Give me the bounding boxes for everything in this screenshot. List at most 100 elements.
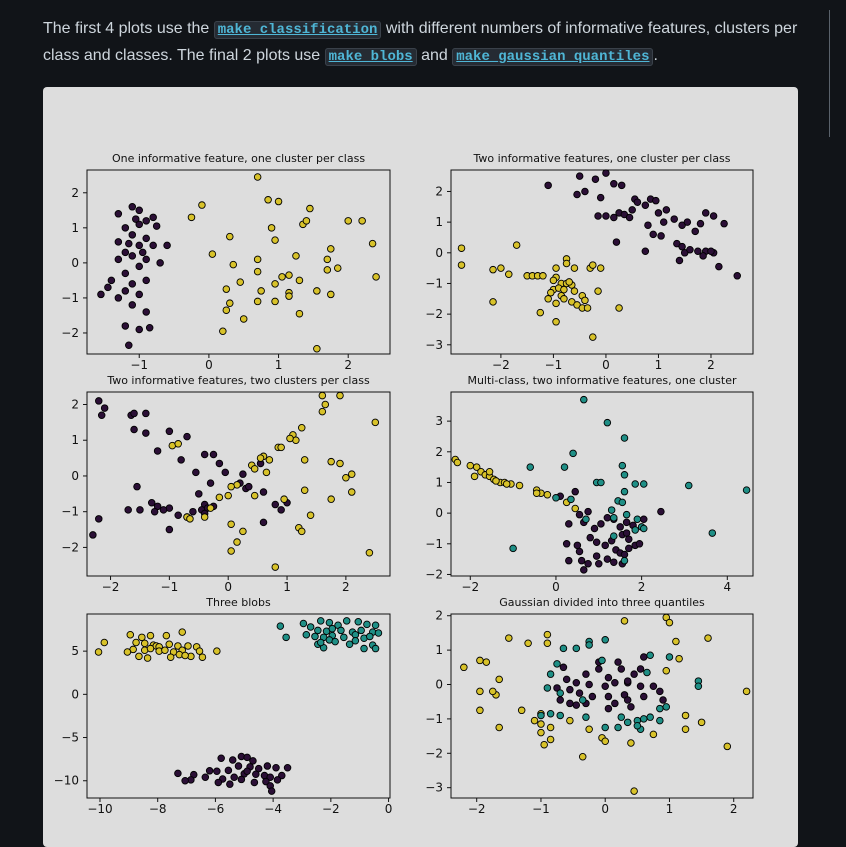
- data-point-class-1: [336, 459, 344, 468]
- data-point-class-1: [485, 467, 494, 476]
- data-point-class-2: [620, 556, 629, 565]
- data-point-class-2: [618, 461, 627, 470]
- data-point-class-0: [577, 556, 586, 565]
- data-point-class-1: [672, 637, 680, 646]
- data-point-class-2: [597, 478, 605, 487]
- data-point-class-0: [142, 217, 150, 225]
- y-tick-label: −1: [425, 712, 443, 726]
- data-point-class-0: [597, 520, 605, 528]
- data-point-class-0: [135, 325, 143, 334]
- data-point-class-2: [311, 632, 319, 641]
- data-point-class-2: [633, 722, 642, 730]
- data-point-class-1: [300, 486, 309, 495]
- data-point-class-2: [578, 696, 587, 704]
- data-point-class-1: [262, 468, 271, 477]
- data-point-class-1: [581, 296, 589, 305]
- intro-paragraph: The first 4 plots use the make_classific…: [43, 16, 813, 70]
- plot-title: Two informative features, two clusters p…: [106, 374, 370, 387]
- data-point-class-2: [656, 704, 664, 713]
- data-point-class-1: [524, 639, 532, 647]
- data-point-class-0: [604, 704, 613, 713]
- plot-title: Gaussian divided into three quantiles: [499, 596, 705, 609]
- data-point-class-1: [371, 418, 380, 427]
- data-point-class-1: [665, 618, 674, 627]
- data-point-class-1: [512, 241, 521, 249]
- data-point-class-1: [256, 454, 265, 462]
- data-point-class-0: [544, 181, 552, 190]
- data-point-class-2: [363, 620, 371, 629]
- data-point-class-1: [723, 742, 732, 751]
- x-tick-label: 0: [552, 580, 560, 594]
- x-tick-label: 2: [344, 358, 352, 372]
- data-point-class-1: [540, 740, 548, 749]
- data-point-class-2: [580, 395, 588, 404]
- data-point-class-0: [189, 507, 197, 516]
- data-point-class-0: [622, 518, 631, 527]
- data-point-class-0: [230, 773, 238, 782]
- data-point-class-1: [544, 295, 552, 303]
- x-tick-label: 0: [224, 580, 232, 594]
- data-point-class-0: [149, 241, 157, 250]
- data-point-class-0: [562, 675, 571, 684]
- data-point-class-0: [641, 247, 650, 256]
- data-point-class-1: [495, 675, 503, 684]
- data-point-class-0: [699, 252, 707, 260]
- make-classification-link[interactable]: make_classification: [213, 21, 382, 39]
- data-point-class-0: [114, 294, 123, 302]
- data-point-class-0: [97, 290, 105, 299]
- x-tick-label: −10: [87, 802, 112, 816]
- data-point-class-1: [278, 273, 286, 281]
- data-point-class-2: [556, 711, 564, 720]
- data-point-class-0: [95, 397, 103, 405]
- scroll-rail[interactable]: [829, 10, 830, 137]
- y-tick-label: −2: [425, 746, 443, 760]
- y-tick-label: −1: [61, 291, 79, 305]
- data-point-class-1: [250, 491, 259, 500]
- data-point-class-1: [546, 723, 555, 732]
- data-point-class-1: [313, 287, 321, 295]
- data-point-class-1: [365, 549, 374, 557]
- data-point-class-1: [742, 687, 751, 696]
- data-point-class-1: [570, 264, 579, 272]
- data-point-class-2: [582, 515, 590, 524]
- data-point-class-2: [620, 487, 629, 496]
- data-point-class-2: [556, 689, 564, 697]
- make-blobs-link[interactable]: make_blobs: [324, 48, 417, 66]
- data-point-class-0: [636, 682, 645, 690]
- data-point-class-2: [643, 668, 651, 677]
- intro-text-3: and: [416, 47, 453, 64]
- data-point-class-0: [183, 432, 191, 441]
- plot-title: Two informative features, one cluster pe…: [472, 152, 730, 165]
- data-point-class-1: [489, 265, 497, 274]
- data-point-class-1: [233, 538, 241, 546]
- data-point-class-0: [691, 227, 699, 236]
- data-point-class-1: [206, 504, 215, 512]
- data-point-class-0: [601, 541, 609, 550]
- data-point-class-2: [316, 638, 325, 647]
- y-tick-label: −2: [425, 307, 443, 321]
- data-point-class-1: [138, 633, 146, 642]
- data-point-class-2: [331, 637, 339, 646]
- make-gaussian-quantiles-link[interactable]: make_gaussian_quantiles: [452, 48, 654, 66]
- data-point-class-0: [565, 520, 573, 528]
- x-tick-label: 0: [385, 802, 393, 816]
- data-point-class-0: [135, 241, 143, 250]
- data-point-class-2: [509, 544, 517, 553]
- data-point-class-0: [206, 479, 215, 487]
- data-point-class-0: [181, 776, 189, 785]
- data-point-class-0: [159, 506, 168, 514]
- data-point-class-0: [590, 524, 599, 533]
- data-point-class-0: [135, 206, 143, 215]
- data-point-class-0: [195, 490, 203, 498]
- data-point-class-0: [602, 169, 610, 177]
- data-point-class-1: [224, 491, 232, 500]
- data-point-class-0: [142, 409, 150, 418]
- data-point-class-2: [276, 622, 285, 630]
- data-point-class-0: [128, 203, 137, 211]
- data-point-class-1: [681, 711, 690, 720]
- data-point-class-2: [633, 515, 642, 524]
- intro-text-1: The first 4 plots use the: [43, 20, 214, 37]
- data-point-class-0: [625, 535, 633, 543]
- data-point-class-0: [604, 692, 613, 701]
- data-point-class-0: [114, 238, 123, 246]
